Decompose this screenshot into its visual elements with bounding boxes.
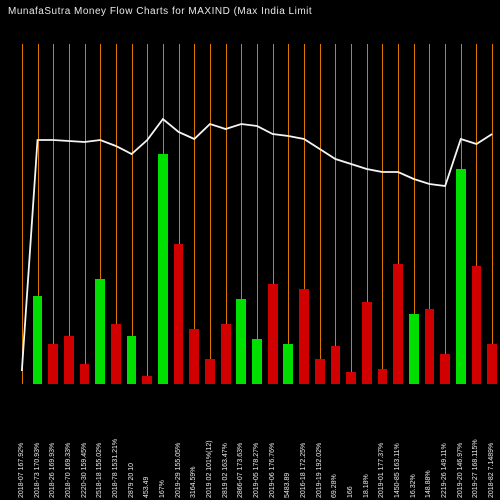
x-axis-label: 2019-20 146.97%: [457, 443, 464, 498]
x-axis-label: 166: [347, 486, 354, 498]
x-axis-label: 2018-70 169.33%: [65, 443, 72, 498]
x-axis-labels: 2018-07 167.92% 2018-73 170.93% 2018-26 16…: [14, 388, 500, 498]
x-axis-label: 18.18%: [363, 474, 370, 498]
x-axis-label: 2019-05 178.27%: [253, 443, 260, 498]
x-axis-label: 2018-82 7.1489%: [488, 443, 495, 498]
x-axis-label: 148.88%: [425, 470, 432, 498]
x-axis-label: 2019-01 177.37%: [378, 443, 385, 498]
x-axis-label: 2866-07 173.63%: [237, 443, 244, 498]
x-axis-label: 1450-85 163.11%: [394, 443, 401, 498]
x-axis-label: 2019-27 168.115%: [472, 439, 479, 498]
chart-plot-area: [14, 44, 500, 384]
x-axis-label: 2219-26 149.11%: [441, 443, 448, 498]
x-axis-label: 2018-73 170.93%: [34, 443, 41, 498]
x-axis-label: 2018-26 169.93%: [49, 443, 56, 498]
x-axis-label: 167%: [159, 480, 166, 498]
x-axis-label: 3164.59%: [190, 466, 197, 498]
x-axis-label: 5483.89: [284, 473, 291, 498]
x-axis-label: 2018-78 1531.21%: [112, 439, 119, 498]
x-axis-label: 2019-19 192.02%: [316, 443, 323, 498]
x-axis-label: 16.32%: [410, 474, 417, 498]
x-axis-label: 2220-30 159.45%: [81, 443, 88, 498]
x-axis-label: 2518-18 155.02%: [96, 443, 103, 498]
chart-title: MunafaSutra Money Flow Charts for MAXIND…: [0, 0, 500, 23]
x-axis-label: 2819 02 163.47%: [222, 443, 229, 498]
x-axis-label: 2019 02 101%(12): [206, 440, 213, 498]
x-axis-label: 2019-06 176.76%: [269, 443, 276, 498]
x-axis-label: 453.49: [143, 477, 150, 498]
x-axis-label: 2879 20 10: [128, 463, 135, 498]
money-flow-line: [14, 44, 500, 384]
x-axis-label: 2016-18 172.25%: [300, 443, 307, 498]
chart-container: MunafaSutra Money Flow Charts for MAXIND…: [0, 0, 500, 500]
x-axis-label: 69.28%: [331, 474, 338, 498]
x-axis-label: 2018-07 167.92%: [18, 443, 25, 498]
x-axis-label: 2019-29 155.05%: [175, 443, 182, 498]
